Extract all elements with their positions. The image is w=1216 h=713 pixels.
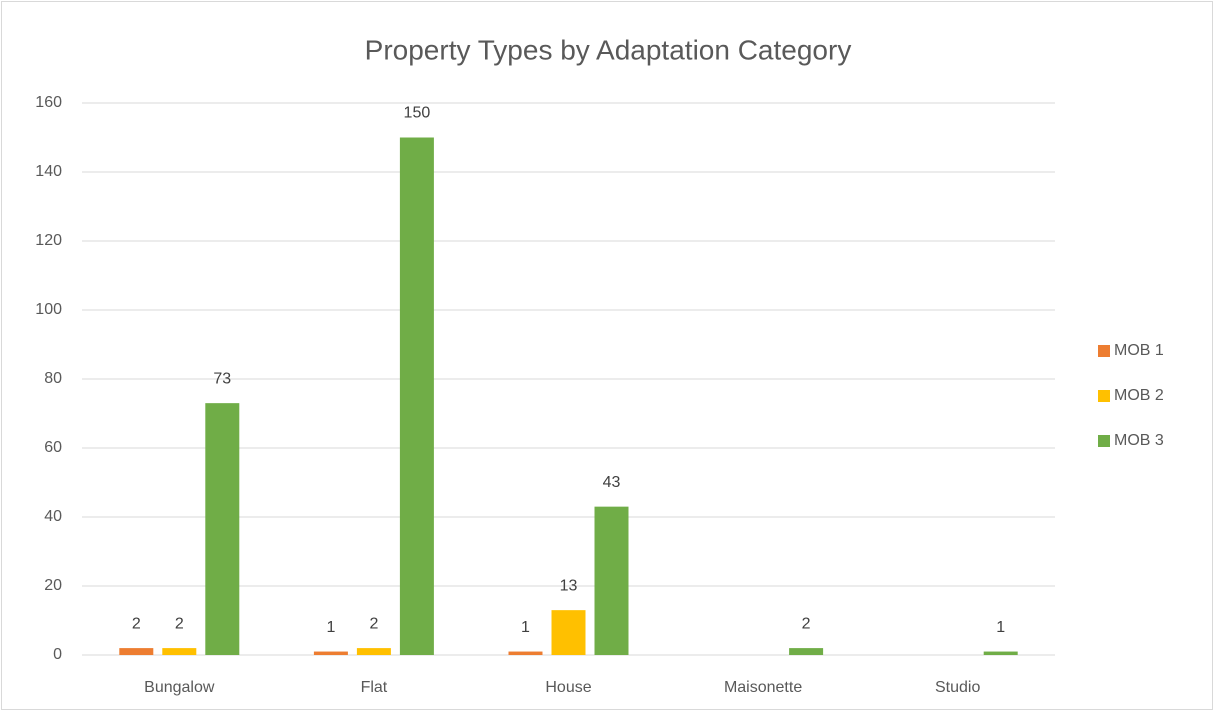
- bar: [983, 651, 1018, 655]
- data-label: 1: [521, 619, 530, 636]
- legend-swatch: [1098, 435, 1110, 447]
- data-label: 1: [326, 619, 335, 636]
- data-label: 13: [560, 577, 578, 594]
- bar: [162, 648, 197, 655]
- legend-label: MOB 1: [1114, 342, 1164, 359]
- y-tick-label: 120: [35, 232, 62, 249]
- x-tick-label: Flat: [361, 679, 388, 696]
- data-label: 2: [369, 615, 378, 632]
- y-tick-label: 80: [44, 370, 62, 387]
- bar: [594, 506, 629, 655]
- data-label: 43: [603, 474, 621, 491]
- data-label: 2: [175, 615, 184, 632]
- data-label: 1: [996, 619, 1005, 636]
- bar: [356, 648, 391, 655]
- chart-title: Property Types by Adaptation Category: [365, 34, 852, 65]
- legend-label: MOB 2: [1114, 387, 1164, 404]
- bar: [119, 648, 154, 655]
- y-tick-label: 140: [35, 163, 62, 180]
- y-tick-label: 60: [44, 439, 62, 456]
- data-label: 2: [132, 615, 141, 632]
- data-label: 2: [802, 615, 811, 632]
- x-tick-label: Bungalow: [144, 679, 215, 696]
- data-label: 150: [404, 105, 431, 122]
- bar: [789, 648, 824, 655]
- legend-swatch: [1098, 345, 1110, 357]
- legend-swatch: [1098, 390, 1110, 402]
- y-tick-label: 160: [35, 94, 62, 111]
- x-tick-label: Maisonette: [724, 679, 802, 696]
- bar: [508, 651, 543, 655]
- bar: [551, 610, 586, 655]
- x-tick-label: House: [545, 679, 591, 696]
- y-tick-label: 20: [44, 577, 62, 594]
- bar: [205, 403, 240, 655]
- y-tick-label: 0: [53, 646, 62, 663]
- bar: [313, 651, 348, 655]
- legend-label: MOB 3: [1114, 432, 1164, 449]
- data-label: 73: [213, 370, 231, 387]
- x-tick-label: Studio: [935, 679, 980, 696]
- y-tick-label: 100: [35, 301, 62, 318]
- y-tick-label: 40: [44, 508, 62, 525]
- bar: [399, 137, 434, 655]
